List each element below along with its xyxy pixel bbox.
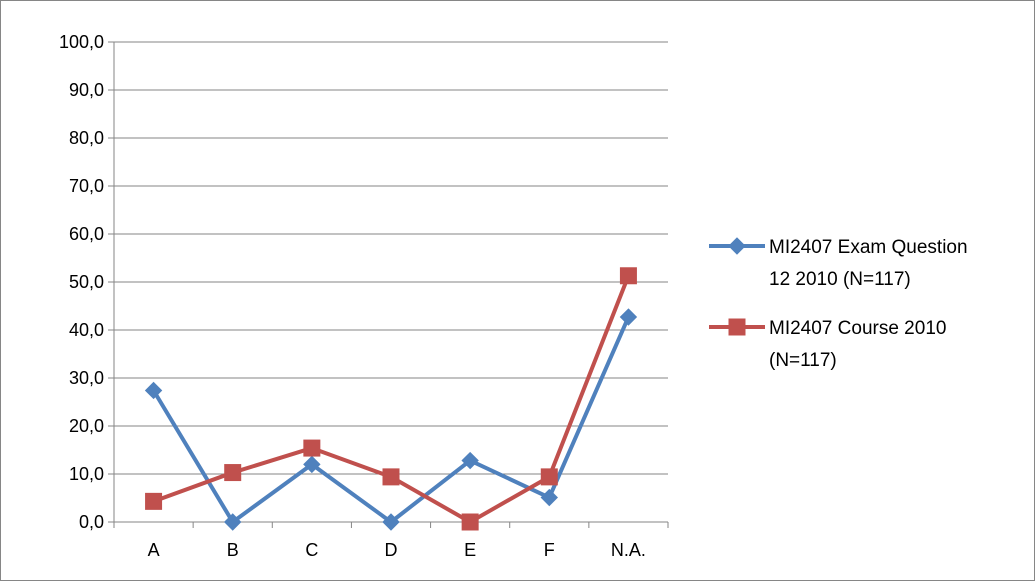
series-lines (144, 267, 638, 531)
y-tick-label: 10,0 (69, 464, 104, 484)
legend-label: MI2407 Exam Question (769, 237, 968, 258)
data-point (619, 308, 638, 326)
data-point (303, 455, 321, 474)
data-point (540, 488, 558, 507)
gridlines (114, 41, 668, 475)
axes (108, 41, 669, 528)
x-axis-tick-labels: A B C D E F N.A. (148, 540, 646, 560)
data-point (382, 468, 400, 486)
data-point (461, 513, 479, 531)
legend-label: MI2407 Course 2010 (769, 318, 946, 339)
series-1 (144, 308, 638, 531)
legend-marker (728, 318, 746, 336)
y-axis-tick-labels: 0,0 10,0 20,0 30,0 40,0 50,0 60,0 70,0 80,0 90,0 1… (59, 32, 104, 532)
y-tick-label: 60,0 (69, 224, 104, 244)
x-tick-label: A (148, 540, 160, 560)
x-tick-label: B (227, 540, 239, 560)
legend-label: 12 2010 (N=117) (769, 269, 911, 290)
series-2 (145, 267, 637, 531)
data-point (144, 381, 163, 400)
y-tick-label: 30,0 (69, 368, 104, 388)
x-tick-label: N.A. (611, 540, 646, 560)
y-tick-label: 20,0 (69, 416, 104, 436)
data-point (224, 464, 242, 482)
y-tick-label: 80,0 (69, 128, 104, 148)
y-tick-label: 90,0 (69, 80, 104, 100)
y-tick-label: 40,0 (69, 320, 104, 340)
data-point (145, 492, 163, 510)
y-tick-label: 50,0 (69, 272, 104, 292)
data-point (540, 468, 558, 486)
data-point (303, 439, 321, 457)
x-tick-label: C (305, 540, 318, 560)
data-point (619, 267, 637, 285)
y-tick-label: 70,0 (69, 176, 104, 196)
series-line (151, 316, 631, 524)
data-point (382, 513, 400, 531)
x-tick-label: E (464, 540, 476, 560)
y-tick-label: 100,0 (59, 32, 104, 52)
legend-marker (728, 237, 746, 255)
x-tick-label: D (385, 540, 398, 560)
data-point (461, 451, 479, 470)
y-tick-label: 0,0 (79, 512, 104, 532)
legend-entry-2: MI2407 Course 2010 (N=117) (709, 318, 946, 371)
data-point (224, 513, 242, 531)
x-tick-label: F (544, 540, 555, 560)
legend-entry-1: MI2407 Exam Question 12 2010 (N=117) (709, 237, 968, 290)
legend-label: (N=117) (769, 350, 837, 371)
